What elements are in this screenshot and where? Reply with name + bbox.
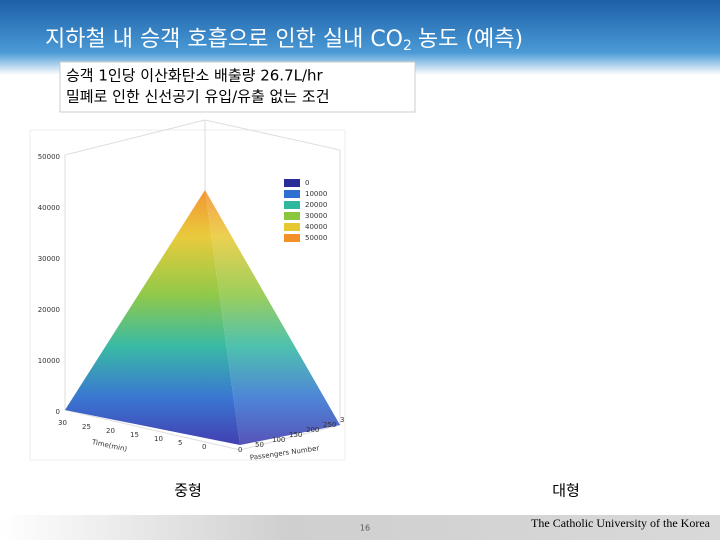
- time-tick-label: 30: [58, 419, 67, 427]
- passenger-tick-label: 150: [289, 431, 302, 439]
- slide-title: 지하철 내 승객 호흡으로 인한 실내 CO2 농도 (예측): [45, 27, 523, 54]
- legend-swatch: [284, 212, 300, 220]
- condition-line: 승객 1인당 이산화탄소 배출량 26.7L/hr: [66, 67, 324, 85]
- time-tick-label: 0: [202, 443, 206, 451]
- dynamic-layer: 승객 1인당 이산화탄소 배출량 26.7L/hr 밀폐로 인한 신선공기 유입/…: [38, 67, 711, 533]
- legend-swatch: [284, 201, 300, 209]
- legend-label: 30000: [305, 212, 327, 220]
- z-tick-label: 30000: [38, 255, 60, 263]
- legend-label: 10000: [305, 190, 327, 198]
- legend-swatch: [284, 234, 300, 242]
- footer-org: The Catholic University of the Korea: [531, 516, 711, 530]
- z-tick-label: 10000: [38, 357, 60, 365]
- time-tick-label: 25: [82, 423, 91, 431]
- time-tick-label: 10: [154, 435, 163, 443]
- passenger-tick-label: 3: [340, 416, 344, 424]
- z-tick-label: 0: [56, 408, 60, 416]
- passenger-tick-label: 200: [306, 426, 319, 434]
- legend-label: 50000: [305, 234, 327, 242]
- surface-right: [205, 190, 340, 445]
- z-tick-label: 40000: [38, 204, 60, 212]
- figure-caption: 대형: [552, 482, 580, 500]
- z-tick-label: 50000: [38, 153, 60, 161]
- time-tick-label: 15: [130, 431, 139, 439]
- time-tick-label: 20: [106, 427, 115, 435]
- passenger-tick-label: 0: [238, 446, 242, 454]
- legend-swatch: [284, 179, 300, 187]
- time-tick-label: 5: [178, 439, 182, 447]
- passenger-tick-label: 100: [272, 436, 285, 444]
- legend-swatch: [284, 223, 300, 231]
- footer-bar: [0, 515, 720, 540]
- legend-label: 20000: [305, 201, 327, 209]
- passenger-tick-label: 50: [255, 441, 264, 449]
- z-tick-label: 20000: [38, 306, 60, 314]
- figure-caption: 중형: [174, 482, 202, 500]
- legend-label: 40000: [305, 223, 327, 231]
- condition-line: 밀폐로 인한 신선공기 유입/유출 없는 조건: [66, 88, 330, 106]
- legend-label: 0: [305, 179, 309, 187]
- page-number: 16: [360, 524, 370, 533]
- passenger-tick-label: 250: [323, 421, 336, 429]
- condition-box: [59, 61, 416, 113]
- surface-left: [65, 190, 240, 445]
- legend-swatch: [284, 190, 300, 198]
